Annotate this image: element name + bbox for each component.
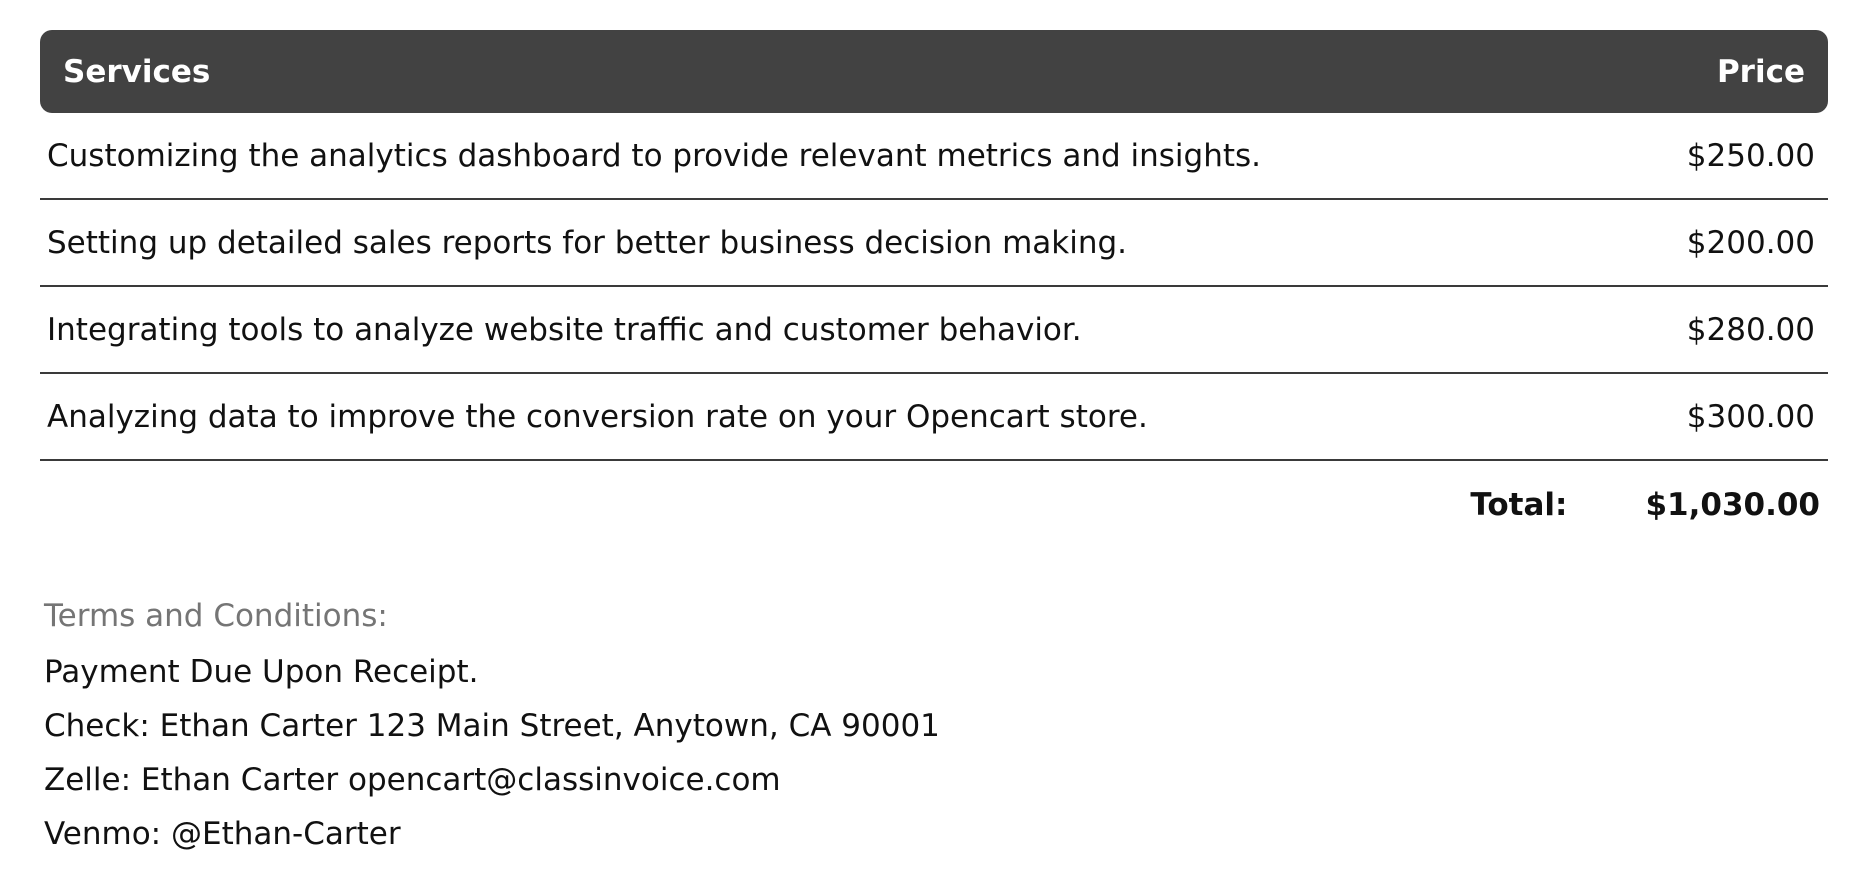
table-row: Customizing the analytics dashboard to p… xyxy=(40,113,1828,200)
terms-line-payment: Payment Due Upon Receipt. xyxy=(44,654,479,690)
row-price: $300.00 xyxy=(1686,398,1815,435)
row-description: Setting up detailed sales reports for be… xyxy=(47,224,1128,261)
row-price: $250.00 xyxy=(1686,137,1815,174)
terms-section: Terms and Conditions: Payment Due Upon R… xyxy=(40,589,1828,861)
row-description: Integrating tools to analyze website tra… xyxy=(47,311,1082,348)
table-row: Analyzing data to improve the conversion… xyxy=(40,374,1828,461)
header-services-label: Services xyxy=(63,53,211,90)
header-price-label: Price xyxy=(1716,53,1805,90)
table-header: Services Price xyxy=(40,30,1828,113)
table-row: Integrating tools to analyze website tra… xyxy=(40,287,1828,374)
terms-line-venmo: Venmo: @Ethan-Carter xyxy=(44,816,401,852)
services-table: Services Price Customizing the analytics… xyxy=(40,30,1828,549)
total-value: $1,030.00 xyxy=(1645,487,1820,523)
total-label: Total: xyxy=(1470,487,1568,523)
terms-line-zelle: Zelle: Ethan Carter opencart@classinvoic… xyxy=(44,762,781,798)
row-description: Customizing the analytics dashboard to p… xyxy=(47,137,1262,174)
terms-line-check: Check: Ethan Carter 123 Main Street, Any… xyxy=(44,708,940,744)
total-row: Total: $1,030.00 xyxy=(40,461,1828,549)
row-description: Analyzing data to improve the conversion… xyxy=(47,398,1148,435)
terms-heading: Terms and Conditions: xyxy=(44,598,388,634)
row-price: $200.00 xyxy=(1686,224,1815,261)
table-row: Setting up detailed sales reports for be… xyxy=(40,200,1828,287)
row-price: $280.00 xyxy=(1686,311,1815,348)
